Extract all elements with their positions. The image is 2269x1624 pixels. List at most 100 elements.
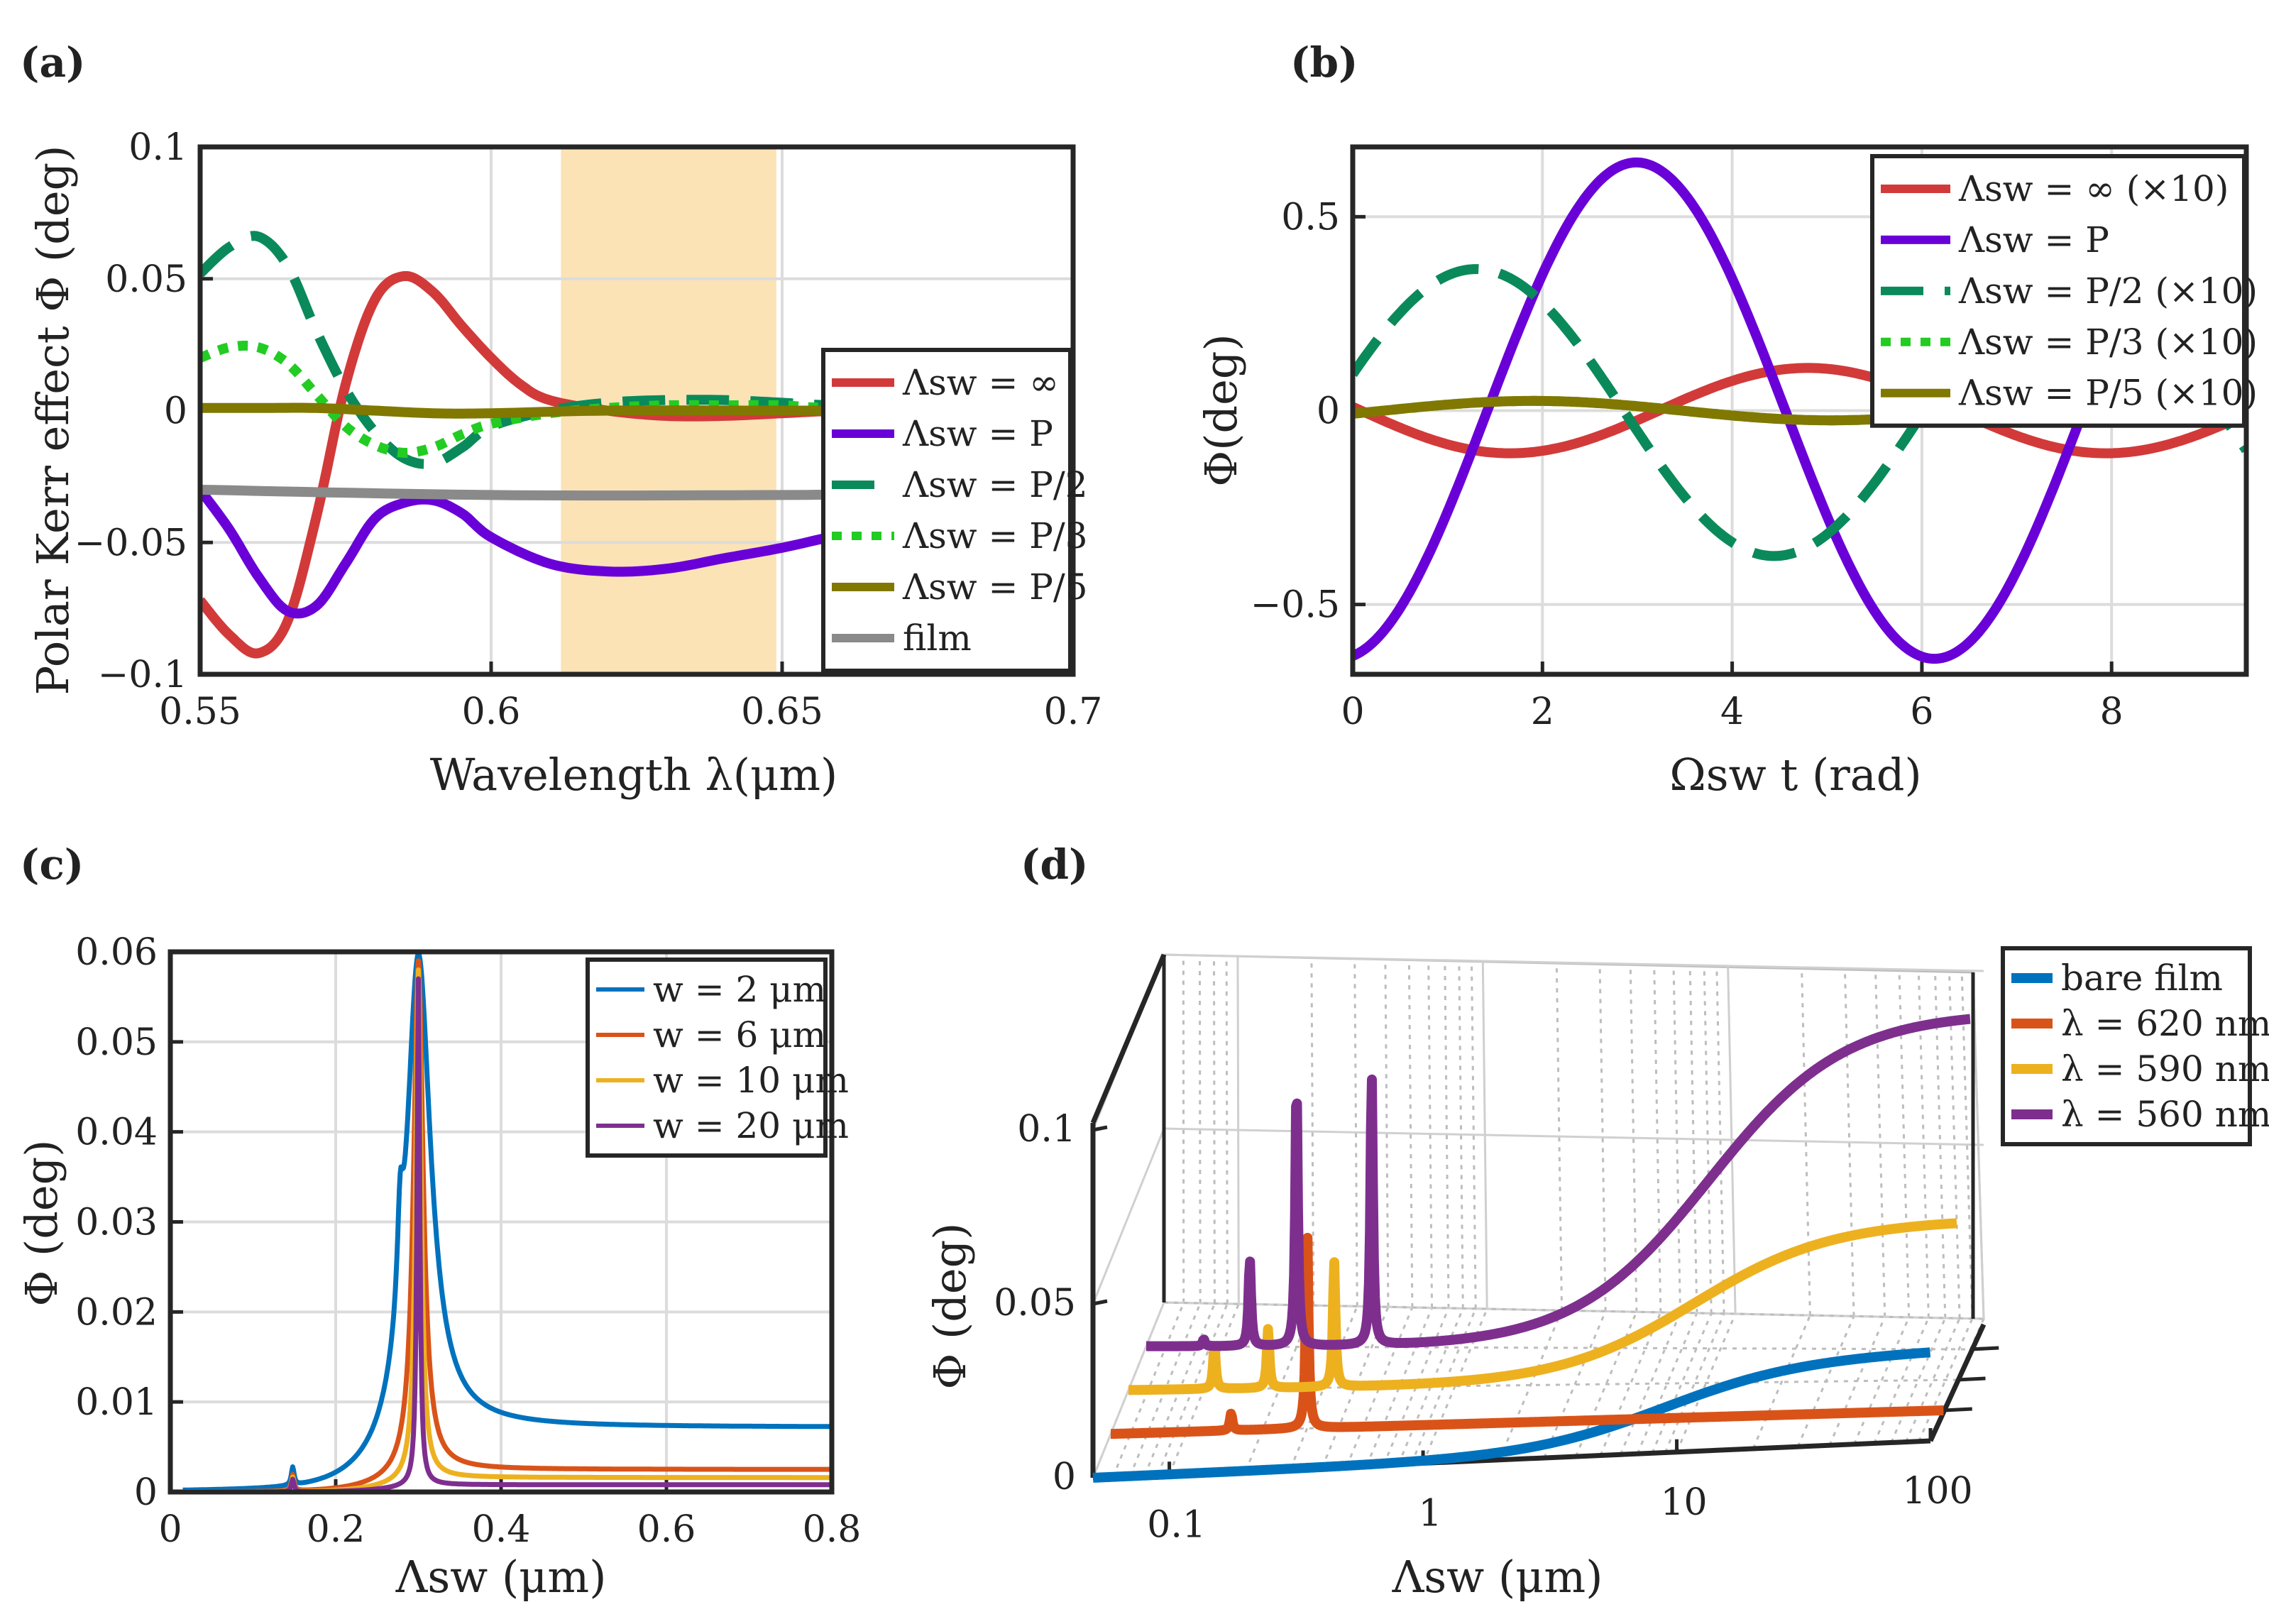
ytick-label-c: 0.05: [75, 1021, 158, 1064]
series-line-a: [200, 402, 1073, 419]
series-line-c: [181, 976, 832, 1492]
legend-label-b: Λsw = ∞ (×10): [1958, 168, 2229, 209]
wall-grid: [1458, 961, 1464, 1309]
wall-grid: [1703, 966, 1713, 1314]
ytick-label-b: 0.5: [1281, 196, 1340, 238]
legend-label-a: Λsw = P/2: [902, 464, 1088, 505]
legend-label-d: λ = 560 nm: [2061, 1094, 2269, 1135]
floor-grid: [1383, 1307, 1450, 1466]
legend-label-d: bare film: [2061, 958, 2223, 999]
legend-box-a: [821, 348, 1072, 673]
floor-grid: [1918, 1318, 1974, 1442]
xlabel-b: Ωsw t (rad): [1669, 749, 1921, 801]
series-line-d: [1089, 1347, 1935, 1483]
ylabel-a: Polar Kerr effect Φ (deg): [27, 146, 79, 696]
floor-grid: [1366, 1307, 1433, 1466]
ylabel-c: Φ (deg): [16, 1140, 67, 1307]
floor-grid: [1651, 1312, 1713, 1454]
wall-grid: [1653, 965, 1662, 1312]
xtick-label-d: 0.1: [1147, 1503, 1206, 1546]
wall-grid: [1198, 955, 1202, 1304]
xtick-label-b: 0: [1341, 691, 1364, 733]
xtick-label-c: 0.2: [307, 1508, 366, 1551]
xlabel-a: Wavelength λ(μm): [430, 749, 837, 801]
legend-box-b: [1870, 154, 2246, 428]
ytick-label-c: 0.02: [75, 1291, 158, 1334]
xtick-label-a: 0.65: [741, 691, 823, 733]
wall-grid: [1555, 963, 1564, 1311]
floor-grid: [1873, 1317, 1930, 1444]
xtick-label-b: 6: [1910, 691, 1933, 733]
ytick-label-c: 0: [134, 1471, 158, 1514]
side-zgrid: [1092, 1128, 1165, 1305]
xtick-label-c: 0.6: [637, 1508, 696, 1551]
ytick-label-c: 0.04: [75, 1112, 158, 1154]
ztick-label-d: 0.05: [994, 1282, 1076, 1324]
wall-grid: [1471, 961, 1477, 1309]
legend-label-d: λ = 590 nm: [2061, 1048, 2269, 1090]
xtick-label-a: 0.55: [159, 691, 241, 733]
floor-grid: [1904, 1317, 1961, 1443]
legend-label-c: w = 20 μm: [653, 1105, 849, 1146]
xtick-label-b: 4: [1720, 691, 1744, 733]
floor-grid: [1111, 1302, 1185, 1478]
wall-grid: [1688, 966, 1698, 1313]
panel-label-b: (b): [1290, 38, 1358, 87]
ytick-label-a: 0.05: [105, 258, 187, 301]
wall-grid: [1801, 968, 1811, 1316]
series-line-a: [200, 341, 1073, 458]
floor-row-grid: [1146, 1345, 1971, 1351]
ytick-label-b: −0.5: [1251, 584, 1340, 627]
legend-label-c: w = 10 μm: [653, 1060, 849, 1101]
floor-grid: [1853, 1317, 1911, 1445]
wall-grid: [1598, 964, 1607, 1312]
floor-grid: [1397, 1307, 1464, 1465]
wall-grid: [1384, 959, 1390, 1307]
ztick-label-d: 0: [1053, 1456, 1076, 1498]
legend-label-a: Λsw = P/5: [902, 566, 1088, 608]
legend-label-c: w = 6 μm: [653, 1014, 826, 1055]
ytick-label-c: 0.03: [75, 1202, 158, 1244]
depth-tick-d: [1943, 1407, 1972, 1412]
z-axis-top-d: [1090, 953, 1167, 1124]
ytick-label-a: −0.1: [98, 654, 187, 696]
legend-label-a: Λsw = ∞: [902, 362, 1059, 403]
xtick-label-c: 0.4: [472, 1508, 531, 1551]
xtick-label-a: 0.7: [1044, 691, 1103, 733]
ytick-label-a: −0.05: [75, 522, 187, 564]
xtick-label-d: 10: [1660, 1481, 1707, 1524]
legend-label-a: Λsw = P/3: [902, 515, 1088, 556]
ylabel-b: Φ(deg): [1195, 334, 1247, 486]
depth-axis-line-d: [1928, 1323, 1987, 1442]
legend-label-b: Λsw = P/2 (×10): [1958, 270, 2258, 312]
series-group-c: [181, 952, 832, 1492]
xtick-label-d: 1: [1419, 1493, 1442, 1535]
wall-grid: [1444, 960, 1450, 1309]
ytick-label-c: 0.01: [75, 1381, 158, 1424]
legend-label-b: Λsw = P/3 (×10): [1958, 322, 2258, 363]
panel-label-d: (d): [1021, 840, 1088, 889]
depth-tick-d: [1970, 1346, 1999, 1351]
wall-grid: [1310, 958, 1315, 1306]
legend-label-b: Λsw = P/5 (×10): [1958, 373, 2258, 414]
wall-grid: [1843, 970, 1855, 1317]
legend-label-b: Λsw = P: [1958, 219, 2109, 260]
floor-grid: [1890, 1317, 1947, 1444]
ytick-label-b: 0: [1317, 390, 1340, 433]
wall-grid: [1948, 972, 1961, 1319]
wall-grid: [1629, 965, 1638, 1312]
plot-frame-c: [167, 949, 835, 1495]
ylabel-d: Φ (deg): [924, 1223, 976, 1390]
depth-tick-d: [1957, 1376, 1986, 1382]
xtick-label-a: 0.6: [462, 691, 521, 733]
series-line-d: [1106, 1232, 1947, 1439]
legend-label-d: λ = 620 nm: [2061, 1003, 2269, 1044]
panel-label-c: (c): [20, 840, 84, 889]
series-line-d: [1124, 1218, 1961, 1395]
wall-grid: [1874, 970, 1886, 1317]
plot-layer: 0.55 0.6 0.65 0.7 −0.1 −0.05 0 0.05 0.1 Λsw = ∞ Λs…: [75, 126, 2269, 1551]
xlabel-c: Λsw (μm): [395, 1551, 607, 1603]
series-line-d: [1142, 1014, 1974, 1351]
legend-label-a: film: [903, 618, 972, 659]
